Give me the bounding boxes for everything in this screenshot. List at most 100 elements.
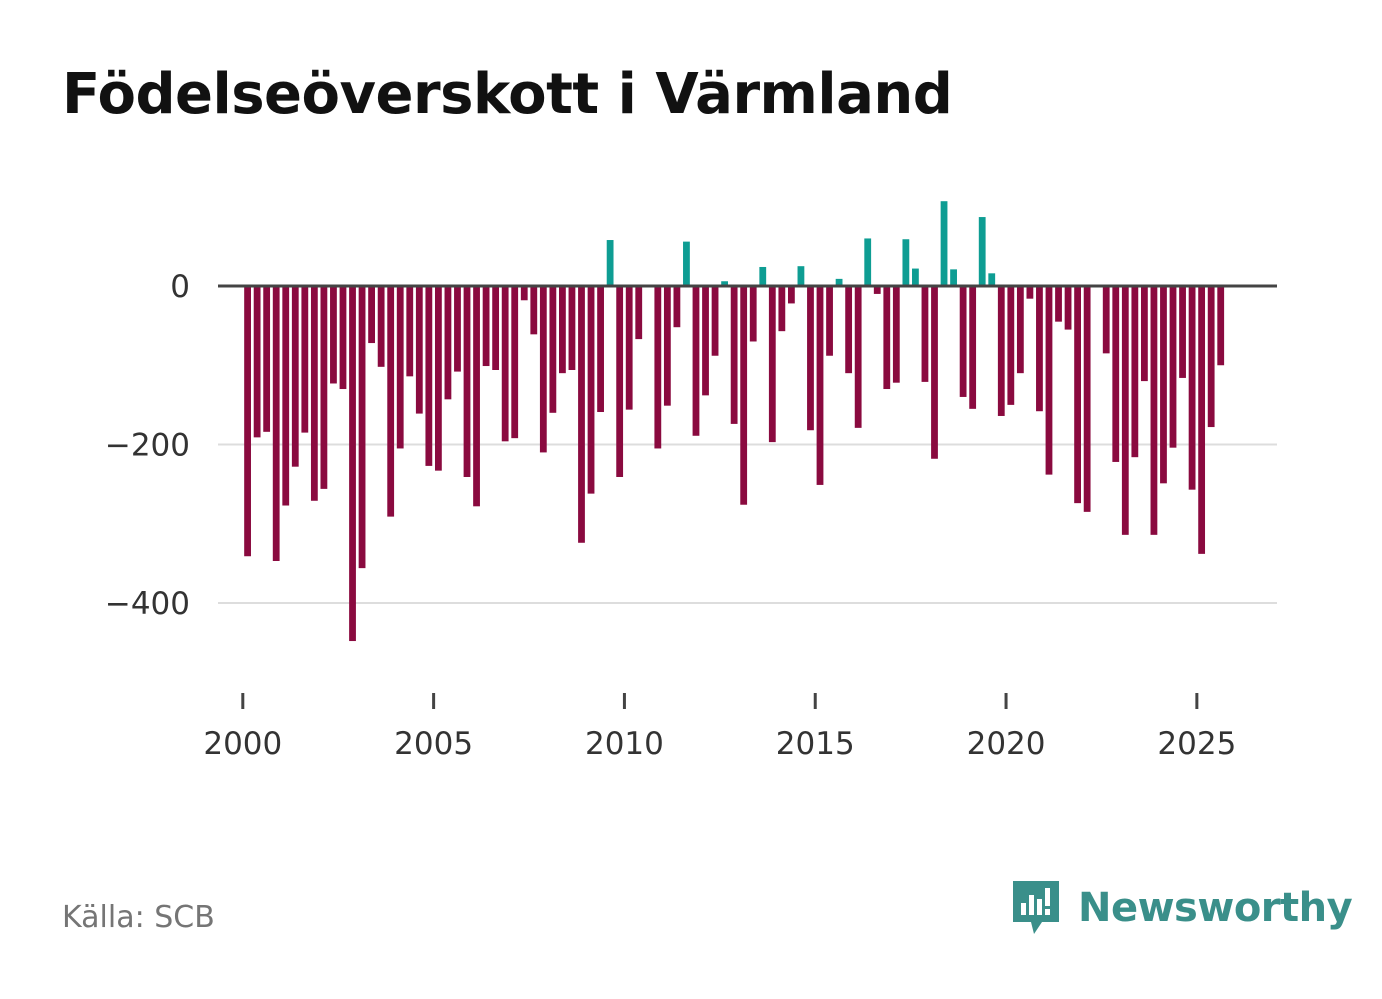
bar bbox=[549, 286, 557, 413]
bar bbox=[444, 286, 452, 400]
bar bbox=[625, 286, 633, 410]
bar bbox=[969, 286, 977, 409]
bar bbox=[1102, 286, 1110, 354]
bar bbox=[301, 286, 309, 433]
bar bbox=[530, 286, 538, 335]
bar bbox=[1160, 286, 1167, 484]
bar bbox=[320, 286, 328, 489]
bar bbox=[711, 286, 719, 356]
bar bbox=[912, 268, 919, 286]
chart-title: Födelseöverskott i Värmland bbox=[62, 62, 953, 127]
bar bbox=[1036, 286, 1043, 412]
bar bbox=[473, 286, 480, 507]
bar bbox=[387, 286, 395, 517]
bar bbox=[539, 286, 547, 453]
bar bbox=[730, 286, 738, 424]
y-tick-label: 0 bbox=[170, 269, 190, 305]
bar bbox=[520, 286, 528, 301]
bar bbox=[1131, 286, 1139, 458]
bar bbox=[1150, 286, 1158, 535]
bar bbox=[244, 286, 251, 557]
bar bbox=[997, 286, 1005, 416]
bar bbox=[463, 286, 471, 477]
bar bbox=[272, 286, 280, 561]
y-tick-label: −400 bbox=[105, 586, 190, 622]
bar bbox=[1083, 286, 1091, 512]
bar bbox=[940, 201, 948, 286]
bar bbox=[835, 278, 843, 286]
bar bbox=[1016, 286, 1024, 374]
bar-series bbox=[244, 201, 1225, 642]
bar bbox=[931, 286, 938, 459]
y-axis: 0 −200 −400 bbox=[105, 269, 190, 622]
bar bbox=[263, 286, 271, 432]
bar bbox=[778, 286, 786, 332]
bar bbox=[358, 286, 366, 569]
bar bbox=[673, 286, 681, 328]
bar bbox=[797, 266, 805, 286]
x-axis: 2000 2005 2010 2015 2020 2025 bbox=[203, 693, 1236, 762]
bar bbox=[721, 281, 728, 286]
x-tick-label: 2010 bbox=[585, 726, 664, 762]
bar bbox=[1121, 286, 1129, 535]
y-tick-label: −200 bbox=[105, 428, 190, 464]
bar bbox=[482, 286, 490, 367]
bar bbox=[1026, 286, 1034, 299]
bar bbox=[597, 286, 604, 413]
bar bbox=[654, 286, 662, 449]
bar bbox=[663, 286, 671, 406]
bar bbox=[702, 286, 709, 396]
bar bbox=[807, 286, 814, 431]
bar bbox=[253, 286, 261, 438]
bar bbox=[683, 241, 690, 286]
bar bbox=[988, 273, 996, 286]
bar bbox=[310, 286, 318, 501]
bar bbox=[759, 266, 767, 286]
bar bbox=[892, 286, 900, 383]
x-tick-label: 2000 bbox=[203, 726, 282, 762]
bar bbox=[1198, 286, 1206, 554]
bar bbox=[349, 286, 356, 642]
bar bbox=[1074, 286, 1081, 504]
bar bbox=[959, 286, 967, 397]
bar bbox=[291, 286, 299, 467]
bar bbox=[921, 286, 929, 382]
bar bbox=[501, 286, 509, 442]
x-tick-label: 2025 bbox=[1157, 726, 1236, 762]
bar bbox=[978, 217, 986, 286]
bar bbox=[1007, 286, 1015, 405]
bar bbox=[568, 286, 576, 370]
bar bbox=[1055, 286, 1062, 322]
bar bbox=[826, 286, 833, 356]
bar bbox=[368, 286, 375, 344]
bar bbox=[1207, 286, 1215, 428]
bar bbox=[1140, 286, 1148, 382]
x-tick-label: 2015 bbox=[776, 726, 855, 762]
bar bbox=[816, 286, 824, 485]
bar bbox=[902, 239, 910, 286]
bar bbox=[692, 286, 700, 436]
bar bbox=[616, 286, 624, 477]
bar bbox=[606, 240, 614, 286]
bar bbox=[425, 286, 433, 466]
bar bbox=[339, 286, 347, 390]
bar bbox=[1169, 286, 1177, 448]
bar bbox=[434, 286, 442, 471]
bar bbox=[749, 286, 757, 342]
bar bbox=[454, 286, 461, 372]
bar bbox=[330, 286, 337, 384]
bar bbox=[845, 286, 853, 374]
bar bbox=[873, 286, 881, 294]
bar bbox=[511, 286, 519, 439]
bar bbox=[396, 286, 404, 449]
brand-logo[interactable]: Newsworthy bbox=[1010, 878, 1353, 938]
gridlines bbox=[218, 443, 1277, 604]
bar bbox=[1179, 286, 1186, 378]
bar bbox=[1112, 286, 1120, 462]
bar bbox=[854, 286, 862, 428]
bar bbox=[950, 269, 957, 286]
bar bbox=[559, 286, 566, 374]
bar bbox=[883, 286, 891, 390]
bar bbox=[1064, 286, 1072, 330]
